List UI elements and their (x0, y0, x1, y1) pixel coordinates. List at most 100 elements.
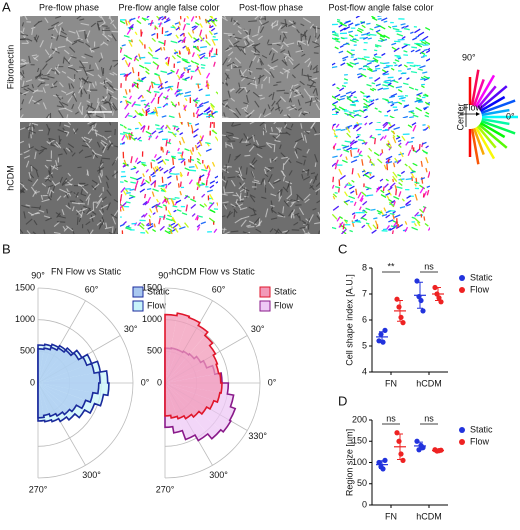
orientation-dash (128, 114, 133, 118)
orientation-dash (363, 65, 370, 68)
cell-texture (46, 140, 51, 145)
orientation-dash (181, 36, 187, 44)
cell-texture (50, 85, 57, 89)
cell-texture (22, 185, 28, 191)
orientation-dash (348, 34, 354, 38)
orientation-dash (194, 163, 199, 170)
orientation-dash (338, 221, 344, 228)
orientation-dash (336, 86, 340, 90)
cell-texture (310, 122, 316, 129)
orientation-dash (355, 16, 361, 19)
orientation-dash (141, 42, 144, 46)
cell-texture (233, 19, 240, 26)
cell-texture (288, 106, 297, 111)
cell-texture (279, 71, 284, 75)
orientation-dash (154, 107, 158, 115)
orientation-dash (155, 135, 159, 140)
orientation-dash (121, 44, 126, 47)
image-bg (20, 122, 118, 234)
cell-texture (25, 218, 33, 225)
orientation-dash (390, 67, 395, 71)
cell-texture (270, 207, 273, 213)
orientation-dash (414, 218, 421, 224)
orientation-dash (129, 27, 134, 30)
orientation-dash (377, 17, 382, 20)
cell-texture (297, 107, 303, 111)
orientation-dash (210, 104, 215, 111)
cell-texture (266, 39, 270, 44)
orientation-dash (385, 192, 391, 196)
orientation-dash (335, 185, 341, 189)
cell-texture (252, 181, 261, 185)
orientation-dash (416, 92, 423, 96)
orientation-dash (388, 219, 394, 223)
cell-texture (40, 145, 48, 150)
r-tick-label: 0 (157, 377, 162, 387)
orientation-dash (408, 110, 415, 113)
orientation-dash (379, 37, 385, 42)
cell-texture (282, 186, 289, 193)
orientation-dash (366, 22, 371, 25)
cell-texture (234, 218, 242, 224)
orientation-dash (420, 51, 426, 56)
orientation-dash (188, 179, 193, 185)
cell-texture (22, 70, 25, 75)
cell-texture (303, 110, 310, 114)
cell-texture (95, 101, 100, 110)
orientation-dash (355, 135, 360, 139)
orientation-dash (179, 181, 182, 187)
cell-texture (20, 114, 24, 118)
orientation-dash (178, 21, 181, 26)
orientation-dash (145, 107, 150, 112)
orientation-dash (383, 34, 390, 40)
orientation-dash (419, 184, 426, 190)
cell-texture (107, 142, 114, 149)
orientation-dash (124, 103, 130, 110)
orientation-dash (152, 212, 156, 215)
cell-texture (285, 180, 293, 185)
orientation-dash (357, 74, 363, 79)
cell-texture (264, 166, 272, 172)
orientation-dash (343, 200, 349, 206)
orientation-dash (401, 135, 406, 141)
orientation-dash (398, 178, 405, 181)
cell-texture (83, 205, 91, 210)
orientation-dash (425, 145, 429, 149)
cell-texture (103, 113, 106, 118)
cell-texture (244, 154, 251, 157)
cell-texture (20, 75, 22, 81)
cell-texture (303, 88, 310, 96)
cell-texture (248, 28, 251, 36)
cell-texture (67, 76, 74, 82)
cell-texture (32, 231, 37, 234)
cell-texture (78, 40, 84, 44)
cell-texture (81, 55, 86, 59)
cell-texture (316, 215, 320, 221)
cell-texture (300, 33, 307, 38)
orientation-dash (420, 78, 426, 81)
orientation-dash (404, 220, 408, 225)
angle-tick-label: 270° (156, 484, 175, 494)
cell-texture (296, 214, 300, 219)
orientation-dash (356, 29, 363, 34)
orientation-dash (198, 69, 202, 76)
cell-texture (228, 57, 232, 63)
cell-texture (222, 228, 227, 231)
orientation-dash (120, 187, 126, 193)
cell-texture (244, 187, 247, 193)
orientation-dash (190, 124, 194, 131)
orientation-dash (189, 149, 194, 155)
cell-texture (258, 74, 261, 84)
row-label: hCDM (5, 165, 15, 191)
orientation-dash (407, 149, 412, 156)
orientation-dash (349, 142, 354, 147)
cell-texture (223, 16, 227, 19)
orientation-dash (371, 59, 377, 63)
orientation-dash (190, 158, 195, 161)
cell-texture (44, 176, 51, 183)
orientation-dash (172, 223, 179, 229)
cell-texture (316, 200, 320, 204)
orientation-dash (193, 128, 199, 133)
orientation-dash (129, 95, 133, 100)
